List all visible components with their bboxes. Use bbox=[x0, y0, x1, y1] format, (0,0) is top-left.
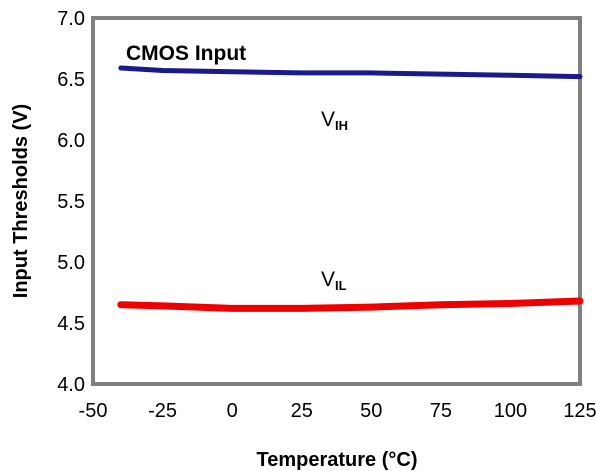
x-tick-label: 25 bbox=[291, 400, 313, 422]
x-tick-label: -25 bbox=[148, 400, 177, 422]
y-tick-label: 6.0 bbox=[57, 130, 85, 152]
y-axis-title: Input Thresholds (V) bbox=[10, 104, 32, 298]
series-lines bbox=[117, 65, 584, 312]
x-tick-label: 75 bbox=[430, 400, 452, 422]
chart-annotation: CMOS Input bbox=[126, 42, 246, 65]
x-tick-label: 100 bbox=[494, 400, 527, 422]
y-tick-label: 5.5 bbox=[57, 191, 85, 213]
series-line-vih bbox=[118, 65, 583, 80]
x-tick-label: 0 bbox=[227, 400, 238, 422]
series-label-vil: VIL bbox=[321, 268, 347, 293]
x-tick-label: 50 bbox=[360, 400, 382, 422]
x-tick-label: 125 bbox=[563, 400, 596, 422]
x-tick-label: -50 bbox=[79, 400, 108, 422]
y-tick-label: 4.5 bbox=[57, 313, 85, 335]
series-label-vil-main: V bbox=[321, 268, 335, 291]
y-tick-label: 4.0 bbox=[57, 374, 85, 396]
series-line-vil bbox=[117, 297, 584, 312]
plot-area bbox=[91, 16, 582, 386]
series-label-vih: VIH bbox=[321, 108, 348, 133]
y-tick-label: 7.0 bbox=[57, 8, 85, 30]
y-tick-label: 5.0 bbox=[57, 252, 85, 274]
y-tick-labels: 4.0 4.5 5.0 5.5 6.0 6.5 7.0 bbox=[57, 8, 85, 396]
series-label-vih-sub: IH bbox=[335, 118, 348, 133]
series-label-vih-main: V bbox=[321, 108, 335, 131]
x-axis-title: Temperature (°C) bbox=[257, 449, 418, 471]
series-label-vil-sub: IL bbox=[335, 278, 347, 293]
x-tick-labels: -50 -25 0 25 50 75 100 125 bbox=[79, 400, 596, 422]
y-tick-label: 6.5 bbox=[57, 69, 85, 91]
